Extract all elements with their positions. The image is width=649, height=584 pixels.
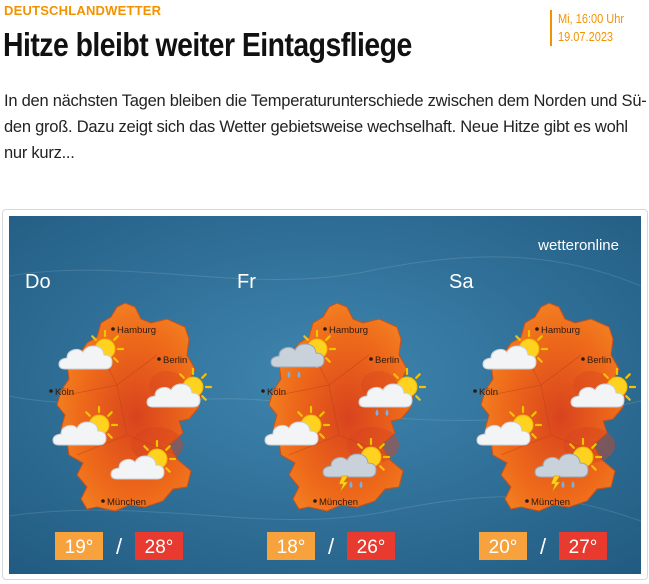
city-label-koeln: Köln: [55, 387, 74, 398]
teaser-line: In den nächsten Tagen bleiben die Temper…: [4, 92, 647, 110]
min-temp: 19°: [65, 537, 94, 558]
max-temp: 28°: [145, 537, 174, 558]
city-label-berlin: Berlin: [163, 355, 187, 366]
forecast-panel: Sa Hamburg Berlin Köln München 20° / 27°: [449, 271, 637, 560]
max-temp-box: 26°: [347, 532, 395, 560]
article-kicker[interactable]: DEUTSCHLANDWETTER: [4, 3, 162, 18]
article-meta: Mi, 16:00 Uhr 19.07.2023: [550, 10, 633, 46]
article-time: Mi, 16:00 Uhr: [558, 12, 625, 26]
min-temp-box: 19°: [55, 532, 103, 560]
city-label-hamburg: Hamburg: [541, 325, 580, 336]
min-temp: 18°: [277, 537, 306, 558]
weather-map-figure[interactable]: wetteronline Do Hamburg Berlin Köln München 1…: [2, 209, 648, 580]
min-temp-box: 20°: [479, 532, 527, 560]
article-teaser: In den nächsten Tagen bleiben die Temper…: [4, 88, 647, 166]
max-temp: 26°: [357, 537, 386, 558]
article-date: 19.07.2023: [558, 30, 614, 44]
city-label-koeln: Köln: [267, 387, 286, 398]
article-title[interactable]: Hitze bleibt weiter Eintagsfliege: [3, 26, 412, 63]
forecast-panel: Fr Hamburg Berlin Köln München 18° / 26°: [237, 271, 427, 560]
day-label: Sa: [449, 271, 474, 293]
forecast-panel: Do Hamburg Berlin Köln München 19° / 28°: [25, 271, 213, 560]
city-label-hamburg: Hamburg: [329, 325, 368, 336]
city-label-berlin: Berlin: [587, 355, 611, 366]
max-temp: 27°: [569, 537, 598, 558]
weather-map-image[interactable]: wetteronline Do Hamburg Berlin Köln München 1…: [9, 216, 641, 574]
max-temp-box: 28°: [135, 532, 183, 560]
city-label-berlin: Berlin: [375, 355, 399, 366]
min-temp: 20°: [489, 537, 518, 558]
temp-separator: /: [540, 534, 547, 559]
city-label-muenchen: München: [319, 497, 358, 508]
city-label-hamburg: Hamburg: [117, 325, 156, 336]
max-temp-box: 27°: [559, 532, 607, 560]
wetteronline-logo: wetteronline: [537, 237, 619, 254]
teaser-line: den groß. Dazu zeigt sich das Wetter geb…: [4, 118, 628, 136]
city-label-koeln: Köln: [479, 387, 498, 398]
temp-separator: /: [328, 534, 335, 559]
city-label-muenchen: München: [107, 497, 146, 508]
temp-separator: /: [116, 534, 123, 559]
teaser-line: nur kurz...: [4, 144, 75, 162]
day-label: Do: [25, 271, 51, 293]
min-temp-box: 18°: [267, 532, 315, 560]
city-label-muenchen: München: [531, 497, 570, 508]
day-label: Fr: [237, 271, 256, 293]
